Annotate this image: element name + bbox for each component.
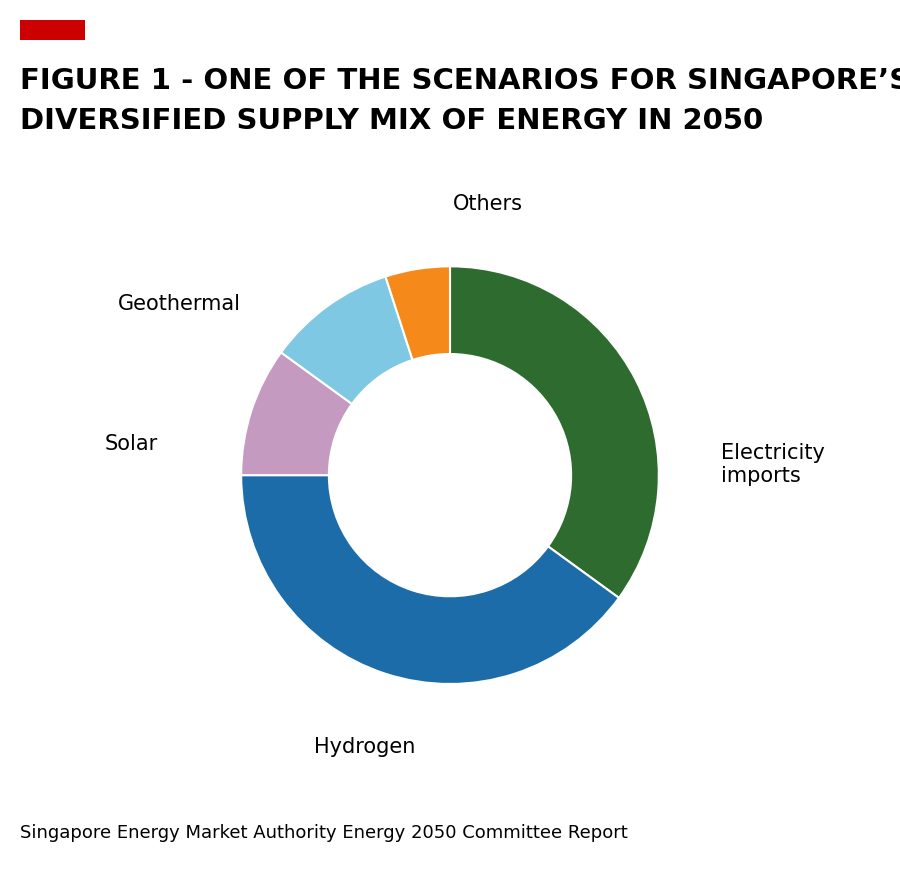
Text: Geothermal: Geothermal <box>118 294 241 314</box>
Text: DIVERSIFIED SUPPLY MIX OF ENERGY IN 2050: DIVERSIFIED SUPPLY MIX OF ENERGY IN 2050 <box>20 107 763 135</box>
Wedge shape <box>241 353 352 475</box>
Wedge shape <box>450 266 659 598</box>
Text: Solar: Solar <box>104 434 158 454</box>
Wedge shape <box>281 276 412 404</box>
Text: Electricity
imports: Electricity imports <box>722 443 825 486</box>
Wedge shape <box>241 475 619 684</box>
Text: Others: Others <box>453 194 523 214</box>
Text: Hydrogen: Hydrogen <box>314 737 416 756</box>
Text: FIGURE 1 - ONE OF THE SCENARIOS FOR SINGAPORE’S: FIGURE 1 - ONE OF THE SCENARIOS FOR SING… <box>20 67 900 94</box>
Text: Singapore Energy Market Authority Energy 2050 Committee Report: Singapore Energy Market Authority Energy… <box>20 824 627 842</box>
Wedge shape <box>385 266 450 360</box>
